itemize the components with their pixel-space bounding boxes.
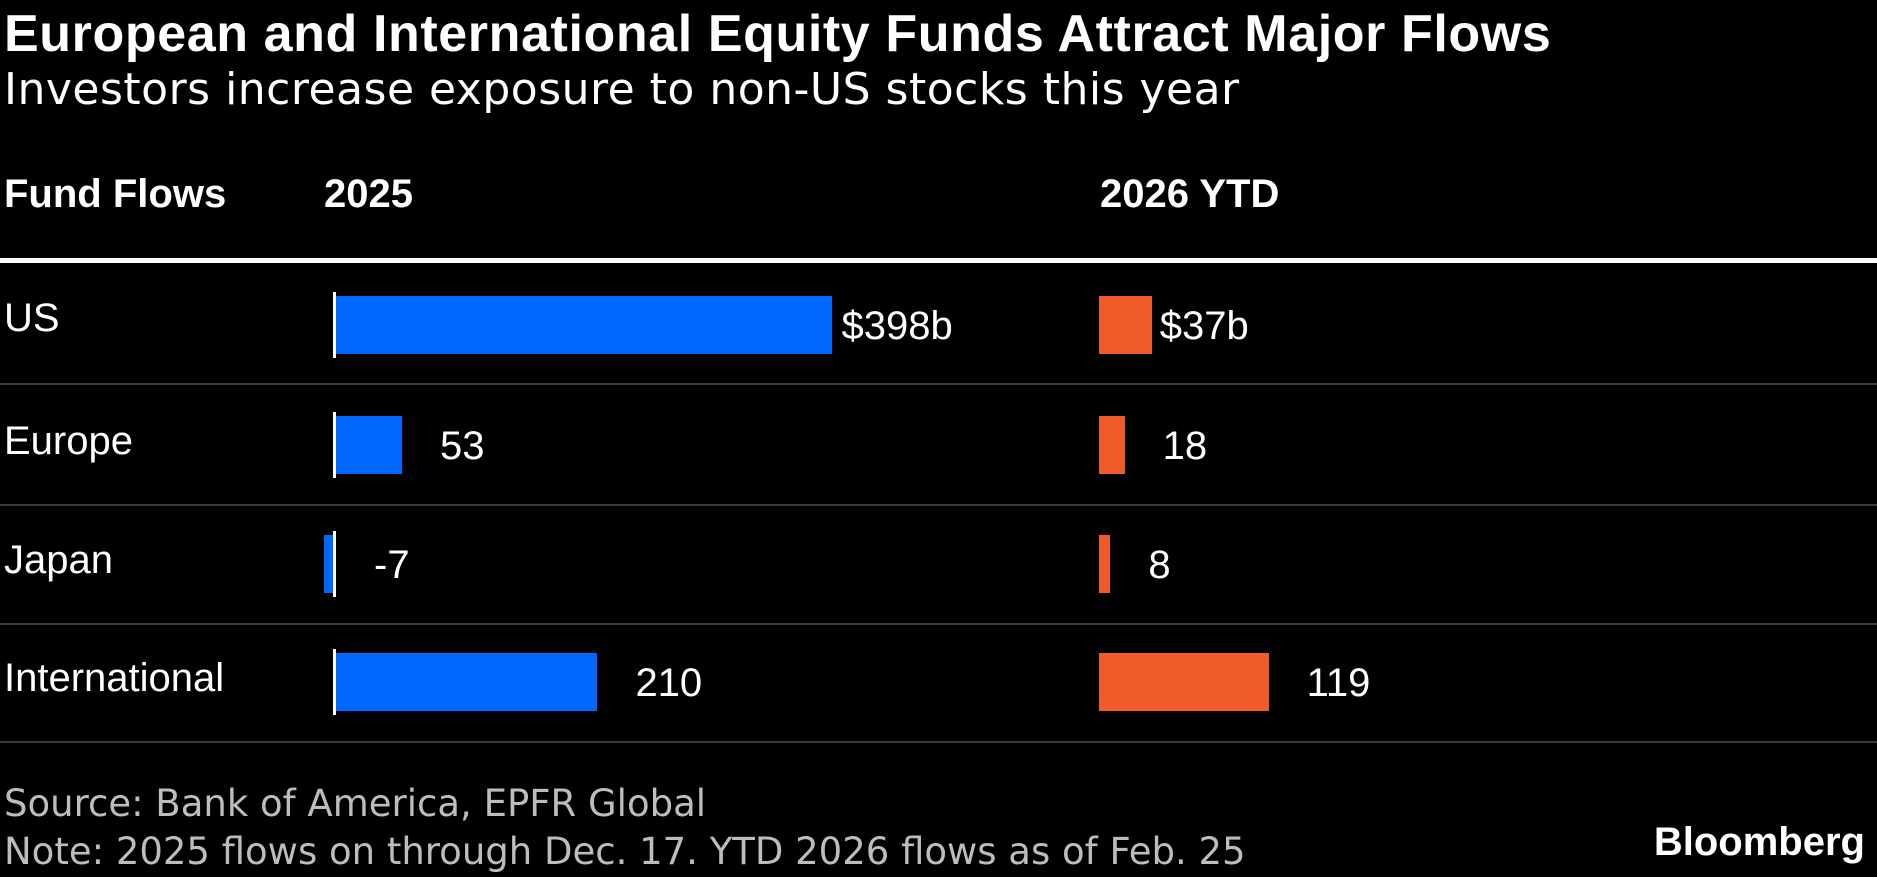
row-label-europe: Europe: [4, 419, 133, 463]
column-header-2026-ytd: 2026 YTD: [1100, 172, 1280, 216]
column-header-fund-flows: Fund Flows: [4, 172, 227, 216]
zero-baseline: [333, 292, 336, 358]
bar-2025-japan: [324, 535, 333, 593]
value-label-2025-japan: -7: [374, 543, 410, 587]
row-divider: [0, 741, 1877, 743]
source-note: Source: Bank of America, EPFR Global: [4, 782, 707, 825]
zero-baseline: [333, 531, 336, 597]
zero-baseline: [333, 412, 336, 478]
value-label-2026-ytd-europe: 18: [1162, 424, 1208, 468]
bar-2026-ytd-us: [1099, 296, 1152, 354]
value-label-2026-ytd-international: 119: [1306, 661, 1371, 705]
bar-2026-ytd-japan: [1099, 535, 1111, 593]
row-label-us: US: [4, 296, 60, 340]
column-header-2025: 2025: [324, 172, 413, 216]
bar-2025-us: [336, 296, 832, 354]
chart-title: European and International Equity Funds …: [4, 5, 1552, 63]
row-label-international: International: [4, 656, 225, 700]
value-label-2025-europe: 53: [439, 424, 485, 468]
bar-2026-ytd-europe: [1099, 416, 1125, 474]
value-label-2026-ytd-us: $37b: [1159, 304, 1249, 348]
bar-2025-international: [336, 653, 598, 711]
zero-baseline: [333, 649, 336, 715]
chart-subtitle: Investors increase exposure to non-US st…: [4, 64, 1240, 115]
row-divider: [0, 623, 1877, 625]
value-label-2025-international: 210: [635, 661, 703, 705]
header-divider: [0, 258, 1877, 263]
footnote: Note: 2025 flows on through Dec. 17. YTD…: [4, 830, 1246, 873]
bar-2025-europe: [336, 416, 402, 474]
value-label-2025-us: $398b: [841, 304, 953, 348]
row-divider: [0, 383, 1877, 385]
row-divider: [0, 504, 1877, 506]
bloomberg-logo: Bloomberg: [1653, 820, 1865, 864]
value-label-2026-ytd-japan: 8: [1148, 543, 1171, 587]
row-label-japan: Japan: [4, 538, 113, 582]
bar-2026-ytd-international: [1099, 653, 1269, 711]
